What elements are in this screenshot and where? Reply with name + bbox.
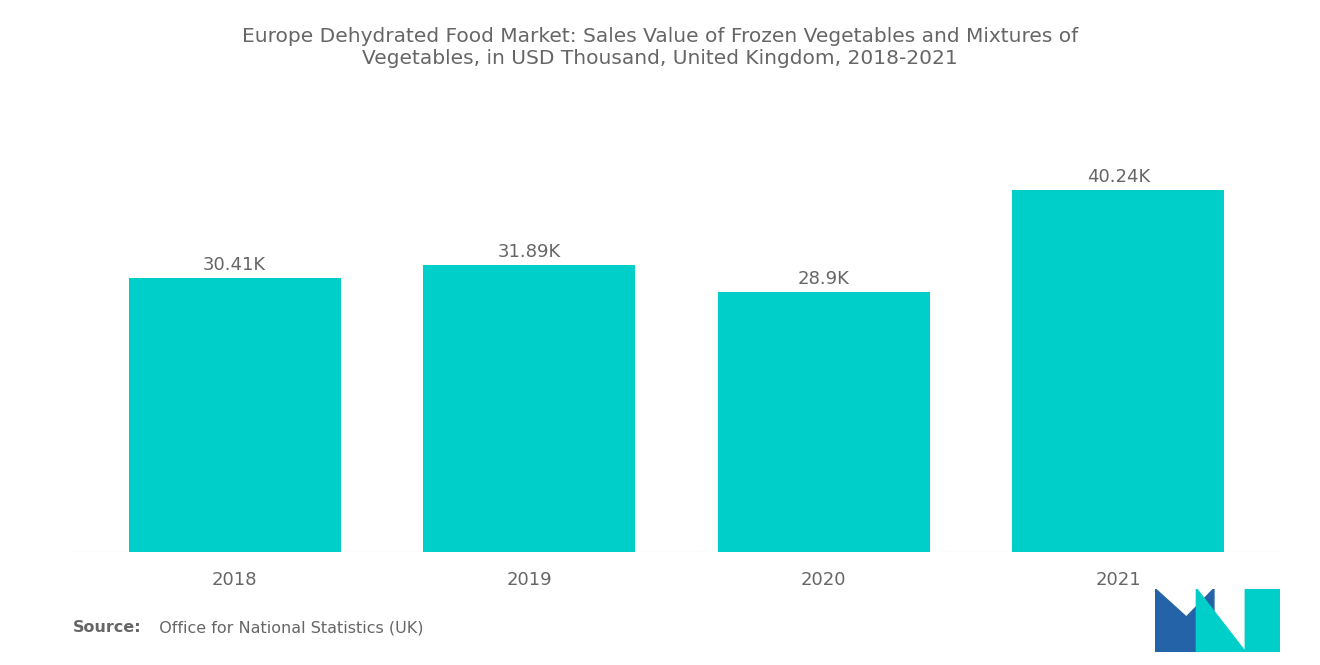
- Text: 28.9K: 28.9K: [797, 270, 850, 288]
- Text: 40.24K: 40.24K: [1086, 168, 1150, 186]
- Text: 31.89K: 31.89K: [498, 243, 561, 261]
- Text: Office for National Statistics (UK): Office for National Statistics (UK): [149, 620, 424, 635]
- Bar: [128, 278, 341, 552]
- Polygon shape: [1196, 589, 1280, 652]
- Polygon shape: [1155, 589, 1214, 652]
- Text: Source:: Source:: [73, 620, 141, 635]
- Text: Europe Dehydrated Food Market: Sales Value of Frozen Vegetables and Mixtures of
: Europe Dehydrated Food Market: Sales Val…: [242, 27, 1078, 68]
- Bar: [1012, 190, 1225, 552]
- Text: 30.41K: 30.41K: [203, 257, 267, 275]
- Bar: [718, 292, 929, 552]
- Bar: [424, 265, 635, 552]
